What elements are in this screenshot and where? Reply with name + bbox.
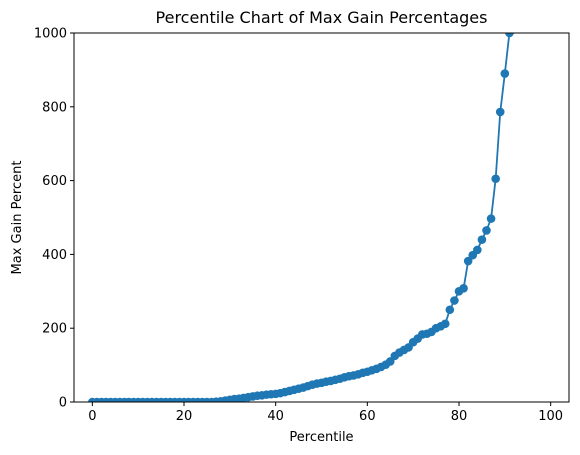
x-tick-label: 0 xyxy=(88,409,96,424)
y-tick-label: 800 xyxy=(42,100,67,115)
data-point xyxy=(477,235,487,244)
data-point xyxy=(500,69,510,78)
data-point xyxy=(505,33,514,38)
y-tick-label: 400 xyxy=(42,248,67,263)
x-tick-label: 100 xyxy=(538,409,563,424)
data-point xyxy=(450,296,459,305)
x-tick-label: 40 xyxy=(267,409,284,424)
y-axis-label: Max Gain Percent xyxy=(10,161,25,275)
x-axis-label: Percentile xyxy=(289,430,353,445)
data-point xyxy=(482,226,491,235)
data-point xyxy=(440,319,450,329)
data-point xyxy=(463,256,473,266)
data-point xyxy=(495,107,505,117)
x-tick-label: 60 xyxy=(359,409,376,424)
plot-frame xyxy=(73,32,570,403)
data-point xyxy=(473,245,482,255)
y-tick-label: 1000 xyxy=(34,27,67,42)
data-point xyxy=(491,174,500,184)
y-tick-label: 600 xyxy=(42,174,67,189)
y-tick-label: 0 xyxy=(59,396,67,411)
data-point xyxy=(486,214,496,223)
y-tick-label: 200 xyxy=(42,322,67,337)
data-point xyxy=(459,284,468,293)
x-tick-label: 20 xyxy=(176,409,193,424)
x-tick-label: 80 xyxy=(451,409,468,424)
chart-title: Percentile Chart of Max Gain Percentages xyxy=(156,8,488,27)
data-point xyxy=(445,305,455,315)
plot-area xyxy=(88,33,517,402)
